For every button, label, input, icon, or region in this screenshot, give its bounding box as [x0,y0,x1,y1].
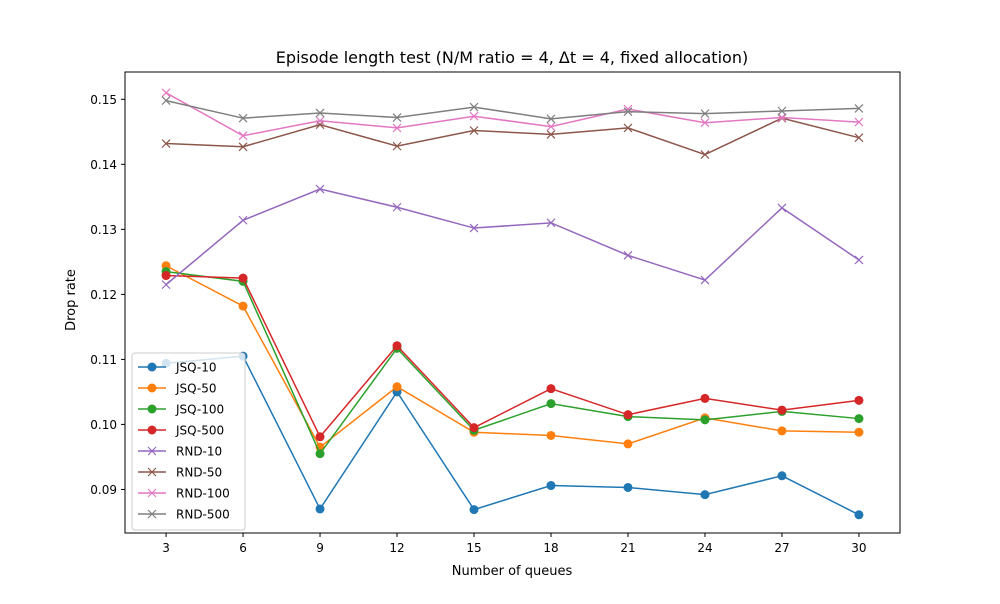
x-tick-label: 9 [316,541,324,555]
legend-label: RND-500 [176,508,230,522]
y-tick-label: 0.10 [90,418,117,432]
data-point-jsq-10-30 [854,510,863,519]
x-tick-label: 12 [389,541,404,555]
data-point-jsq-500-9 [316,432,325,441]
x-tick-label: 21 [620,541,635,555]
data-point-jsq-500-18 [546,384,555,393]
x-tick-label: 30 [851,541,866,555]
legend-label: RND-10 [176,445,222,459]
y-tick-label: 0.09 [90,483,117,497]
data-point-jsq-500-30 [854,396,863,405]
data-point-jsq-10-15 [470,505,479,514]
x-tick-label: 27 [774,541,789,555]
data-point-jsq-50-18 [546,431,555,440]
data-point-jsq-500-3 [162,271,171,280]
data-point-jsq-500-15 [470,423,479,432]
data-point-jsq-50-27 [777,426,786,435]
legend-label: RND-50 [176,466,222,480]
data-point-jsq-10-21 [623,483,632,492]
chart-title: Episode length test (N/M ratio = 4, Δt =… [276,48,748,67]
data-point-jsq-500-21 [623,410,632,419]
legend-label: JSQ-500 [175,424,224,438]
x-tick-label: 15 [466,541,481,555]
y-tick-label: 0.12 [90,288,117,302]
legend-label: JSQ-50 [175,382,217,396]
legend-label: JSQ-100 [175,403,224,417]
data-point-jsq-10-24 [700,490,709,499]
y-axis-label: Drop rate [64,269,79,331]
legend-marker [148,384,157,393]
x-axis-label: Number of queues [452,564,573,579]
data-point-jsq-100-18 [546,399,555,408]
data-point-jsq-50-6 [239,302,248,311]
x-tick-label: 18 [543,541,558,555]
legend-marker [148,405,157,414]
data-point-jsq-50-12 [393,382,402,391]
data-point-jsq-100-30 [854,414,863,423]
data-point-jsq-500-12 [393,341,402,350]
y-tick-label: 0.14 [90,158,117,172]
legend-marker [148,426,157,435]
data-point-jsq-100-9 [316,449,325,458]
y-tick-label: 0.13 [90,223,117,237]
legend-box [132,353,245,530]
legend-label: JSQ-10 [175,361,217,375]
y-tick-label: 0.11 [90,353,117,367]
data-point-jsq-50-21 [623,439,632,448]
data-point-jsq-50-30 [854,428,863,437]
data-point-jsq-10-18 [546,481,555,490]
legend-marker [148,363,157,372]
data-point-jsq-100-24 [700,415,709,424]
x-tick-label: 3 [162,541,170,555]
legend-label: RND-100 [176,487,230,501]
data-point-jsq-10-9 [316,504,325,513]
legend: JSQ-10 JSQ-50 JSQ-100 JSQ-500 RND-10 RND-50 RN… [132,353,245,530]
data-point-jsq-500-24 [700,394,709,403]
y-tick-label: 0.15 [90,93,117,107]
data-point-jsq-10-27 [777,471,786,480]
x-tick-label: 24 [697,541,712,555]
data-point-jsq-500-27 [777,406,786,415]
data-point-jsq-500-6 [239,274,248,283]
x-tick-label: 6 [239,541,247,555]
